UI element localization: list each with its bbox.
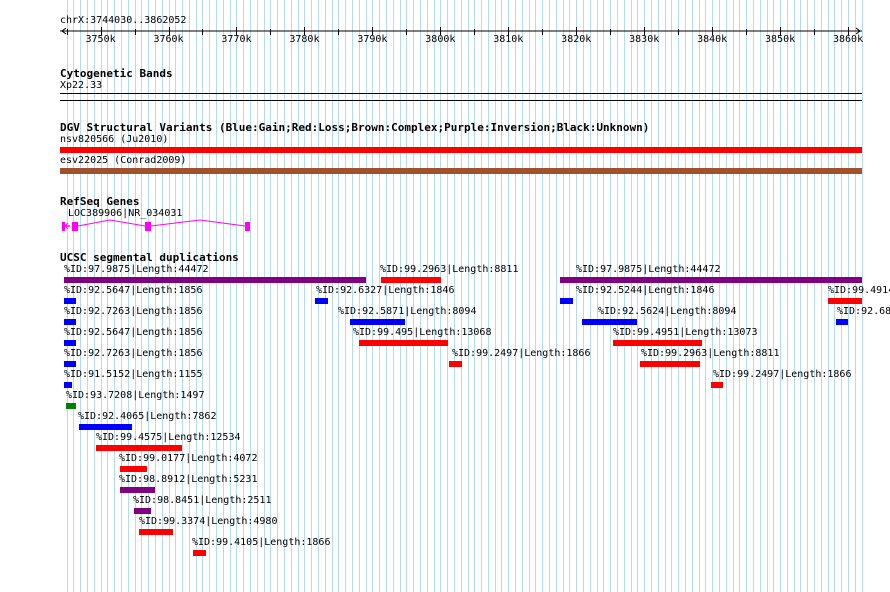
segdup-feature-bar[interactable] xyxy=(315,298,328,304)
segdup-label: %ID:93.7208|Length:1497 xyxy=(66,390,205,401)
segdup-feature-bar[interactable] xyxy=(827,298,862,304)
ruler-tick-label: 3810k xyxy=(493,34,524,45)
segdup-feature-bar[interactable] xyxy=(96,445,182,451)
cytoband-track-title[interactable]: Cytogenetic Bands xyxy=(60,67,173,80)
segdup-feature-bar[interactable] xyxy=(119,466,148,472)
segdup-label: %ID:92.5871|Length:8094 xyxy=(338,306,477,317)
segdup-feature-bar[interactable] xyxy=(559,277,862,283)
segdup-label: %ID:92.6327|Length:1846 xyxy=(316,285,455,296)
segdup-feature-bar[interactable] xyxy=(63,319,77,325)
segdup-label: %ID:99.2497|Length:1866 xyxy=(452,348,591,359)
ruler-tick-label: 3770k xyxy=(221,34,252,45)
cytoband-label: Xp22.33 xyxy=(60,80,103,91)
segdup-feature-bar[interactable] xyxy=(63,298,77,304)
ruler-tick-label: 3820k xyxy=(561,34,592,45)
ruler-tick-label: 3790k xyxy=(357,34,388,45)
segdup-label: %ID:99.4575|Length:12534 xyxy=(96,432,241,443)
segdup-feature-bar[interactable] xyxy=(381,277,441,283)
ruler-coordinates: chrX:3744030..3862052 xyxy=(60,15,187,26)
segdup-label: %ID:92.68 xyxy=(837,306,890,317)
segdup-label: %ID:97.9875|Length:44472 xyxy=(64,264,209,275)
gene-exon xyxy=(62,222,65,231)
segdup-label: %ID:99.495|Length:13068 xyxy=(353,327,492,338)
segdup-feature-bar[interactable] xyxy=(78,424,133,430)
dgv-item-label: esv22025 (Conrad2009) xyxy=(60,155,187,166)
segdup-label: %ID:92.7263|Length:1856 xyxy=(64,348,203,359)
segdup-feature-bar[interactable] xyxy=(65,403,77,409)
segdup-label: %ID:92.4065|Length:7862 xyxy=(78,411,217,422)
segdup-label: %ID:99.4105|Length:1866 xyxy=(192,537,331,548)
segdup-label: %ID:91.5152|Length:1155 xyxy=(64,369,203,380)
segdup-track-title[interactable]: UCSC segmental duplications xyxy=(60,251,239,264)
segdup-feature-bar[interactable] xyxy=(63,277,367,283)
segdup-feature-bar[interactable] xyxy=(612,340,702,346)
dgv-track-title[interactable]: DGV Structural Variants (Blue:Gain;Red:L… xyxy=(60,121,650,134)
ruler-axis xyxy=(60,27,862,35)
segdup-label: %ID:99.4914 xyxy=(828,285,890,296)
gene-exon xyxy=(72,222,78,231)
segdup-label: %ID:92.5624|Length:8094 xyxy=(598,306,737,317)
dgv-variant-bar[interactable] xyxy=(60,147,862,153)
segdup-feature-bar[interactable] xyxy=(640,361,700,367)
segdup-feature-bar[interactable] xyxy=(139,529,174,535)
ruler-tick-label: 3750k xyxy=(85,34,116,45)
ruler-tick-label: 3780k xyxy=(289,34,320,45)
segdup-label: %ID:99.2497|Length:1866 xyxy=(713,369,852,380)
segdup-label: %ID:99.2963|Length:8811 xyxy=(380,264,519,275)
segdup-feature-bar[interactable] xyxy=(449,361,462,367)
dgv-variant-bar[interactable] xyxy=(60,168,862,174)
cytoband-line-bottom xyxy=(60,100,862,101)
segdup-feature-bar[interactable] xyxy=(560,298,573,304)
ruler-tick-label: 3760k xyxy=(153,34,184,45)
cytoband-line-top xyxy=(60,93,862,94)
segdup-feature-bar[interactable] xyxy=(119,487,156,493)
gene-exon xyxy=(245,222,250,231)
segdup-label: %ID:97.9875|Length:44472 xyxy=(576,264,721,275)
gene-intron xyxy=(150,219,246,227)
dgv-item-label: nsv820566 (Ju2010) xyxy=(60,134,169,145)
segdup-feature-bar[interactable] xyxy=(133,508,151,514)
segdup-label: %ID:98.8451|Length:2511 xyxy=(133,495,272,506)
segdup-label: %ID:99.3374|Length:4980 xyxy=(139,516,278,527)
segdup-label: %ID:92.5647|Length:1856 xyxy=(64,327,203,338)
segdup-feature-bar[interactable] xyxy=(63,340,77,346)
ruler-tick-label: 3850k xyxy=(765,34,796,45)
segdup-feature-bar[interactable] xyxy=(192,550,206,556)
segdup-label: %ID:99.0177|Length:4072 xyxy=(119,453,258,464)
segdup-feature-bar[interactable] xyxy=(63,361,77,367)
gene-intron xyxy=(77,219,146,227)
segdup-label: %ID:99.2963|Length:8811 xyxy=(641,348,780,359)
segdup-feature-bar[interactable] xyxy=(359,340,449,346)
gene-model[interactable] xyxy=(0,218,890,234)
ruler-tick-label: 3860k xyxy=(832,34,864,45)
gene-label: LOC389906|NR_034031 xyxy=(68,208,183,219)
segdup-label: %ID:92.5244|Length:1846 xyxy=(576,285,715,296)
segdup-label: %ID:98.8912|Length:5231 xyxy=(119,474,258,485)
ruler-tick-label: 3840k xyxy=(697,34,728,45)
segdup-label: %ID:99.4951|Length:13073 xyxy=(613,327,758,338)
segdup-feature-bar[interactable] xyxy=(63,382,72,388)
segdup-feature-bar[interactable] xyxy=(582,319,638,325)
refseq-track-title[interactable]: RefSeq Genes xyxy=(60,195,140,208)
ruler-tick-label: 3800k xyxy=(425,34,456,45)
segdup-feature-bar[interactable] xyxy=(349,319,405,325)
segdup-feature-bar[interactable] xyxy=(835,319,849,325)
segdup-feature-bar[interactable] xyxy=(710,382,724,388)
segdup-label: %ID:92.7263|Length:1856 xyxy=(64,306,203,317)
gene-exon xyxy=(145,222,151,231)
ruler-tick-label: 3830k xyxy=(629,34,660,45)
segdup-label: %ID:92.5647|Length:1856 xyxy=(64,285,203,296)
